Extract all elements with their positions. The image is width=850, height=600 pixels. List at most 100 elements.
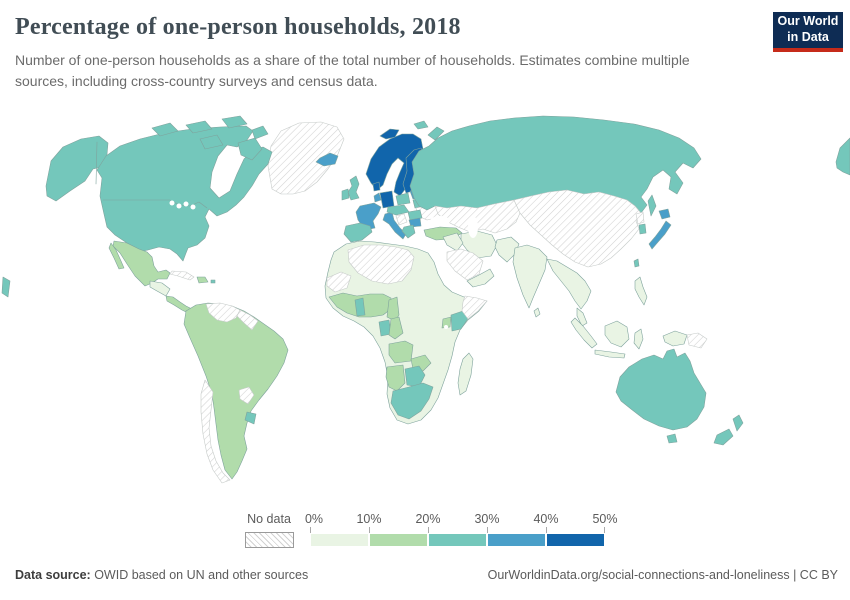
region-arctic-islands[interactable]: [185, 120, 213, 134]
region-guyanas[interactable]: [236, 309, 259, 331]
region-chile[interactable]: [200, 379, 231, 484]
legend-bin-10-20[interactable]: [369, 533, 428, 547]
region-yemen-oman[interactable]: [466, 268, 495, 288]
region-afghanistan-pakistan[interactable]: [494, 236, 520, 263]
region-bulgaria[interactable]: [408, 217, 422, 228]
region-greece[interactable]: [401, 224, 416, 239]
region-arctic-islands[interactable]: [237, 137, 263, 161]
region-botswana[interactable]: [404, 365, 426, 388]
region-iran[interactable]: [460, 230, 498, 259]
legend-tick: [546, 527, 547, 533]
region-taiwan[interactable]: [633, 258, 640, 268]
owid-logo[interactable]: Our World in Data: [773, 12, 843, 52]
legend-tick-label: 50%: [592, 512, 618, 526]
region-china-mongolia[interactable]: [513, 189, 642, 268]
legend-tick-label: 40%: [533, 512, 559, 526]
region-java[interactable]: [594, 349, 626, 359]
region-sri-lanka[interactable]: [533, 307, 541, 318]
region-uruguay[interactable]: [244, 411, 257, 425]
region-benelux[interactable]: [373, 192, 382, 203]
region-france[interactable]: [355, 202, 382, 231]
data-source-text: Data source: OWID based on UN and other …: [15, 568, 308, 582]
owid-logo-line1: Our World: [777, 14, 839, 29]
region-ireland[interactable]: [341, 188, 350, 201]
region-west-balkans[interactable]: [395, 213, 408, 226]
region-sakhalin[interactable]: [647, 194, 657, 217]
region-arctic-islands[interactable]: [251, 125, 269, 140]
region-guatemala-honduras[interactable]: [149, 280, 171, 297]
region-sulawesi[interactable]: [633, 328, 644, 350]
region-baja-california[interactable]: [108, 242, 125, 270]
region-romania[interactable]: [407, 209, 423, 221]
region-south-africa[interactable]: [390, 382, 434, 420]
great-lake: [183, 201, 189, 207]
region-papua-new-guinea[interactable]: [686, 332, 708, 349]
black-sea: [430, 216, 450, 226]
region-indochina[interactable]: [546, 258, 592, 310]
region-borneo[interactable]: [604, 320, 630, 348]
great-lake: [169, 200, 175, 206]
legend-bin-0-10[interactable]: [310, 533, 369, 547]
region-africa-mainland[interactable]: [324, 240, 488, 425]
region-scandinavia[interactable]: [365, 133, 424, 197]
legend-bin-30-40[interactable]: [487, 533, 546, 547]
region-novaya-zemlya[interactable]: [427, 126, 445, 141]
region-south-america[interactable]: [183, 302, 289, 480]
region-kazakhstan-central-asia[interactable]: [434, 199, 521, 234]
region-greenland[interactable]: [267, 121, 345, 195]
region-italy[interactable]: [382, 211, 407, 240]
region-algeria-libya[interactable]: [347, 244, 415, 285]
region-cuba[interactable]: [169, 270, 195, 281]
region-chukotka[interactable]: [835, 137, 850, 176]
region-poland[interactable]: [395, 192, 411, 206]
region-saudi-arabia[interactable]: [446, 248, 484, 281]
region-new-zealand-north[interactable]: [732, 414, 744, 432]
region-hawaii[interactable]: [1, 276, 11, 298]
region-arctic-islands[interactable]: [151, 122, 179, 137]
region-central-europe[interactable]: [386, 204, 410, 216]
region-uganda[interactable]: [441, 316, 452, 329]
region-iberia[interactable]: [343, 222, 373, 243]
region-denmark[interactable]: [372, 181, 381, 192]
region-iraq-syria[interactable]: [442, 232, 464, 252]
region-mauritania[interactable]: [326, 271, 352, 293]
data-source-value: OWID based on UN and other sources: [90, 568, 309, 582]
region-franz-josef[interactable]: [413, 120, 429, 130]
region-germany[interactable]: [379, 190, 395, 209]
legend-tick-label: 10%: [356, 512, 382, 526]
page-subtitle: Number of one-person households as a sha…: [15, 52, 690, 89]
region-north-korea[interactable]: [635, 211, 645, 225]
region-tasmania[interactable]: [666, 433, 678, 444]
footer-link-text[interactable]: OurWorldinData.org/social-connections-an…: [487, 568, 838, 582]
region-madagascar[interactable]: [457, 352, 474, 396]
region-australia[interactable]: [615, 348, 707, 431]
region-south-korea[interactable]: [638, 223, 647, 235]
region-svalbard[interactable]: [379, 128, 400, 140]
legend-bin-40-50[interactable]: [546, 533, 605, 547]
region-congo[interactable]: [388, 316, 404, 340]
region-india[interactable]: [512, 244, 548, 309]
region-venezuela[interactable]: [205, 302, 241, 323]
region-sumatra[interactable]: [570, 317, 598, 349]
region-somalia[interactable]: [461, 295, 488, 320]
region-kenya[interactable]: [450, 310, 470, 332]
region-philippines[interactable]: [634, 276, 648, 306]
legend-no-data-swatch[interactable]: [245, 532, 294, 548]
region-malay-peninsula[interactable]: [576, 307, 588, 327]
region-new-zealand-south[interactable]: [713, 428, 734, 446]
region-japan-hokkaido[interactable]: [658, 208, 671, 220]
region-arctic-islands[interactable]: [221, 115, 248, 129]
region-angola[interactable]: [388, 340, 414, 364]
legend-tick: [604, 527, 605, 533]
region-united-kingdom[interactable]: [347, 175, 360, 201]
region-arctic-islands[interactable]: [199, 134, 224, 150]
region-iceland[interactable]: [315, 152, 339, 167]
region-puerto-rico[interactable]: [210, 279, 216, 284]
region-japan-honshu[interactable]: [648, 220, 672, 250]
region-hispaniola[interactable]: [196, 276, 209, 284]
region-paraguay[interactable]: [238, 386, 255, 405]
region-ghana[interactable]: [354, 297, 366, 317]
region-new-guinea-west[interactable]: [662, 330, 688, 347]
region-mexico[interactable]: [112, 240, 171, 287]
legend-bin-20-30[interactable]: [428, 533, 487, 547]
